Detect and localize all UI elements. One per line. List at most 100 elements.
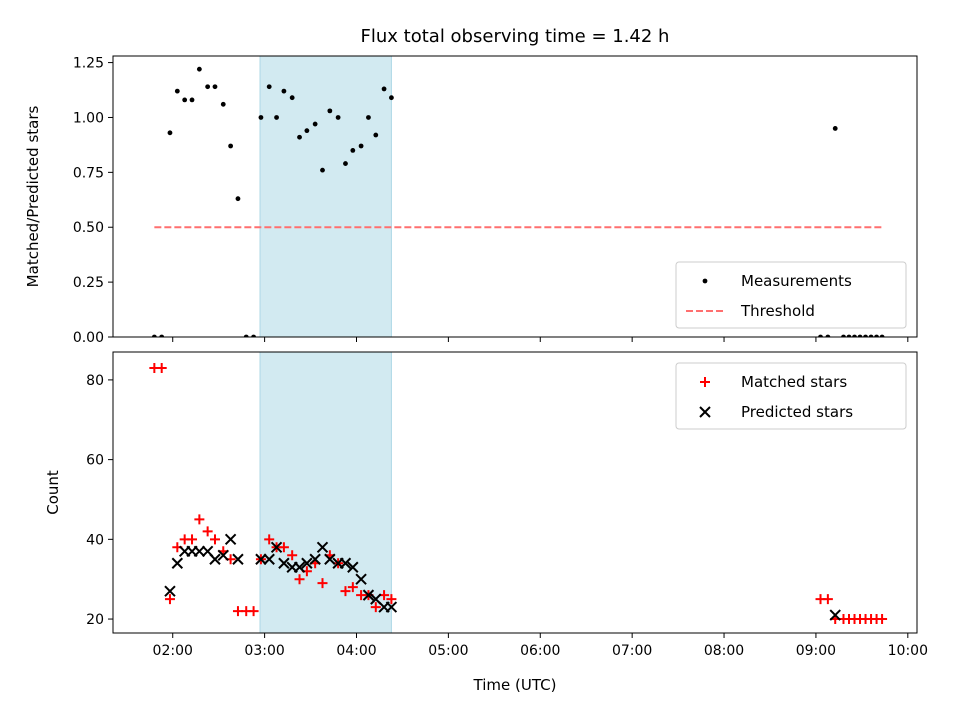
x-tick-label-2: 04:00 [336,643,376,659]
counts-series-1-point-13 [278,557,290,569]
x-tick-label-1: 03:00 [244,643,284,659]
ratio-y-axis-label: Matched/Predicted stars [24,106,42,288]
ratio-y-tick-label-2: 0.50 [73,220,104,236]
ratio-series-0-point-40 [868,334,874,337]
counts-y-tick-label-0: 20 [86,612,104,628]
counts-series-0-point-6 [194,514,205,525]
counts-y-tick-label-2: 60 [86,453,104,469]
counts-y-axis-label: Count [44,470,62,515]
ratio-series-0-point-4 [182,97,188,103]
x-tick-label-6: 08:00 [704,643,744,659]
ratio-series-0-point-22 [320,167,325,173]
chart-title: Flux total observing time = 1.42 h [361,26,670,47]
counts-series-1-point-10 [255,553,267,565]
counts-series-0-point-1 [156,362,167,373]
counts-legend-swatch-0 [700,377,710,387]
ratio-y-tick-label-1: 0.25 [73,275,104,291]
x-tick-label-8: 10:00 [888,643,928,659]
ratio-legend-box [675,261,907,329]
ratio-series-0-point-30 [381,86,387,92]
ratio-series-0-point-8 [212,84,218,90]
ratio-series-0-point-15 [266,84,272,90]
ratio-series-0-point-13 [251,334,256,337]
counts-series-0-point-17 [278,542,289,553]
ratio-series-0-point-25 [343,161,348,166]
counts-series-1-point-4 [193,545,206,557]
data-ratio [151,66,885,337]
counts-series-0-point-25 [340,586,351,597]
counts-series-0-point-18 [287,550,298,561]
ratio-series-0-point-23 [327,108,333,114]
ratio-series-0-point-32 [818,334,823,337]
counts-series-1-point-22 [347,561,359,573]
count-panel: 20 40 60 80 02:00 03:00 04:00 05:00 06:00 07:00 08… [44,351,928,659]
counts-series-0-point-13 [248,606,259,617]
ratio-series-0-point-12 [243,334,249,337]
counts-legend-swatch-1 [699,406,711,418]
observing-span-ratio [259,55,392,338]
counts-series-1-point-6 [209,553,221,565]
ratio-series-0-point-6 [196,66,202,72]
ratio-legend-label-0: Measurements [741,272,852,290]
ratio-series-0-point-0 [151,334,157,337]
counts-y-tick-label-3: 80 [86,373,104,389]
axes-frame-ratio [112,55,918,338]
counts-series-1-point-8 [224,533,237,546]
ratio-legend-swatch-0 [702,278,708,284]
ratio-series-0-point-29 [373,132,379,138]
counts-series-1-point-9 [232,553,244,565]
ratio-series-0-point-18 [289,95,295,101]
counts-series-0-point-22 [317,578,328,589]
ratio-series-0-point-11 [235,196,241,202]
counts-series-0-point-19 [294,574,305,585]
ratio-series-0-point-10 [228,143,234,149]
counts-series-0-point-15 [264,534,275,545]
counts-series-0-point-7 [202,526,213,537]
ratio-series-0-point-14 [258,115,264,120]
ratio-y-tick-label-4: 1.00 [73,110,104,126]
ratio-series-0-point-17 [281,88,287,94]
ratio-series-0-point-33 [825,334,831,337]
counts-series-1-point-17 [309,553,321,565]
ratio-series-0-point-39 [863,334,868,337]
ratio-legend-label-1: Threshold [740,302,815,320]
counts-series-0-point-42 [877,614,888,625]
counts-legend: Matched stars Predicted stars [675,362,907,430]
ratio-series-0-point-1 [159,334,165,337]
ratio-legend: Measurements Threshold [675,261,907,329]
ratio-y-tick-label-5: 1.25 [73,56,104,72]
counts-series-0-point-26 [347,582,358,593]
ratio-panel: 0.00 0.25 0.50 0.75 1.00 1.25 Matched/Predicte… [24,55,918,346]
counts-series-1-point-15 [293,561,306,573]
counts-series-1-point-12 [270,541,283,554]
ratio-y-tick-label-0: 0.00 [73,330,104,346]
x-tick-label-5: 07:00 [612,643,652,659]
counts-series-1-point-0 [164,585,176,597]
ratio-series-0-point-28 [366,115,371,120]
counts-series-1-point-18 [316,541,329,554]
counts-legend-box [675,362,907,430]
ratio-y-tick-label-3: 0.75 [73,165,104,181]
ratio-series-0-point-21 [312,121,318,127]
counts-series-1-point-21 [339,557,352,569]
ratio-series-0-point-2 [167,130,173,136]
counts-series-0-point-33 [822,594,833,605]
x-axis-label: Time (UTC) [473,676,557,694]
ratio-series-0-point-24 [335,115,341,120]
ratio-series-0-point-20 [304,128,310,134]
ratio-series-0-point-37 [852,334,857,337]
counts-series-0-point-29 [370,602,381,613]
counts-series-0-point-5 [187,534,198,545]
counts-series-1-point-1 [171,557,184,569]
counts-series-1-point-24 [362,589,375,601]
ratio-series-0-point-26 [350,147,356,153]
ratio-series-0-point-9 [220,101,226,107]
ratio-series-0-point-36 [846,334,852,337]
ratio-series-0-point-3 [174,88,180,94]
counts-series-1-point-16 [301,557,313,569]
counts-series-1-point-23 [355,573,367,585]
counts-y-tick-label-1: 40 [86,532,104,548]
observing-span-counts [259,351,392,634]
counts-series-1-point-7 [217,549,229,561]
counts-series-0-point-8 [209,534,220,545]
